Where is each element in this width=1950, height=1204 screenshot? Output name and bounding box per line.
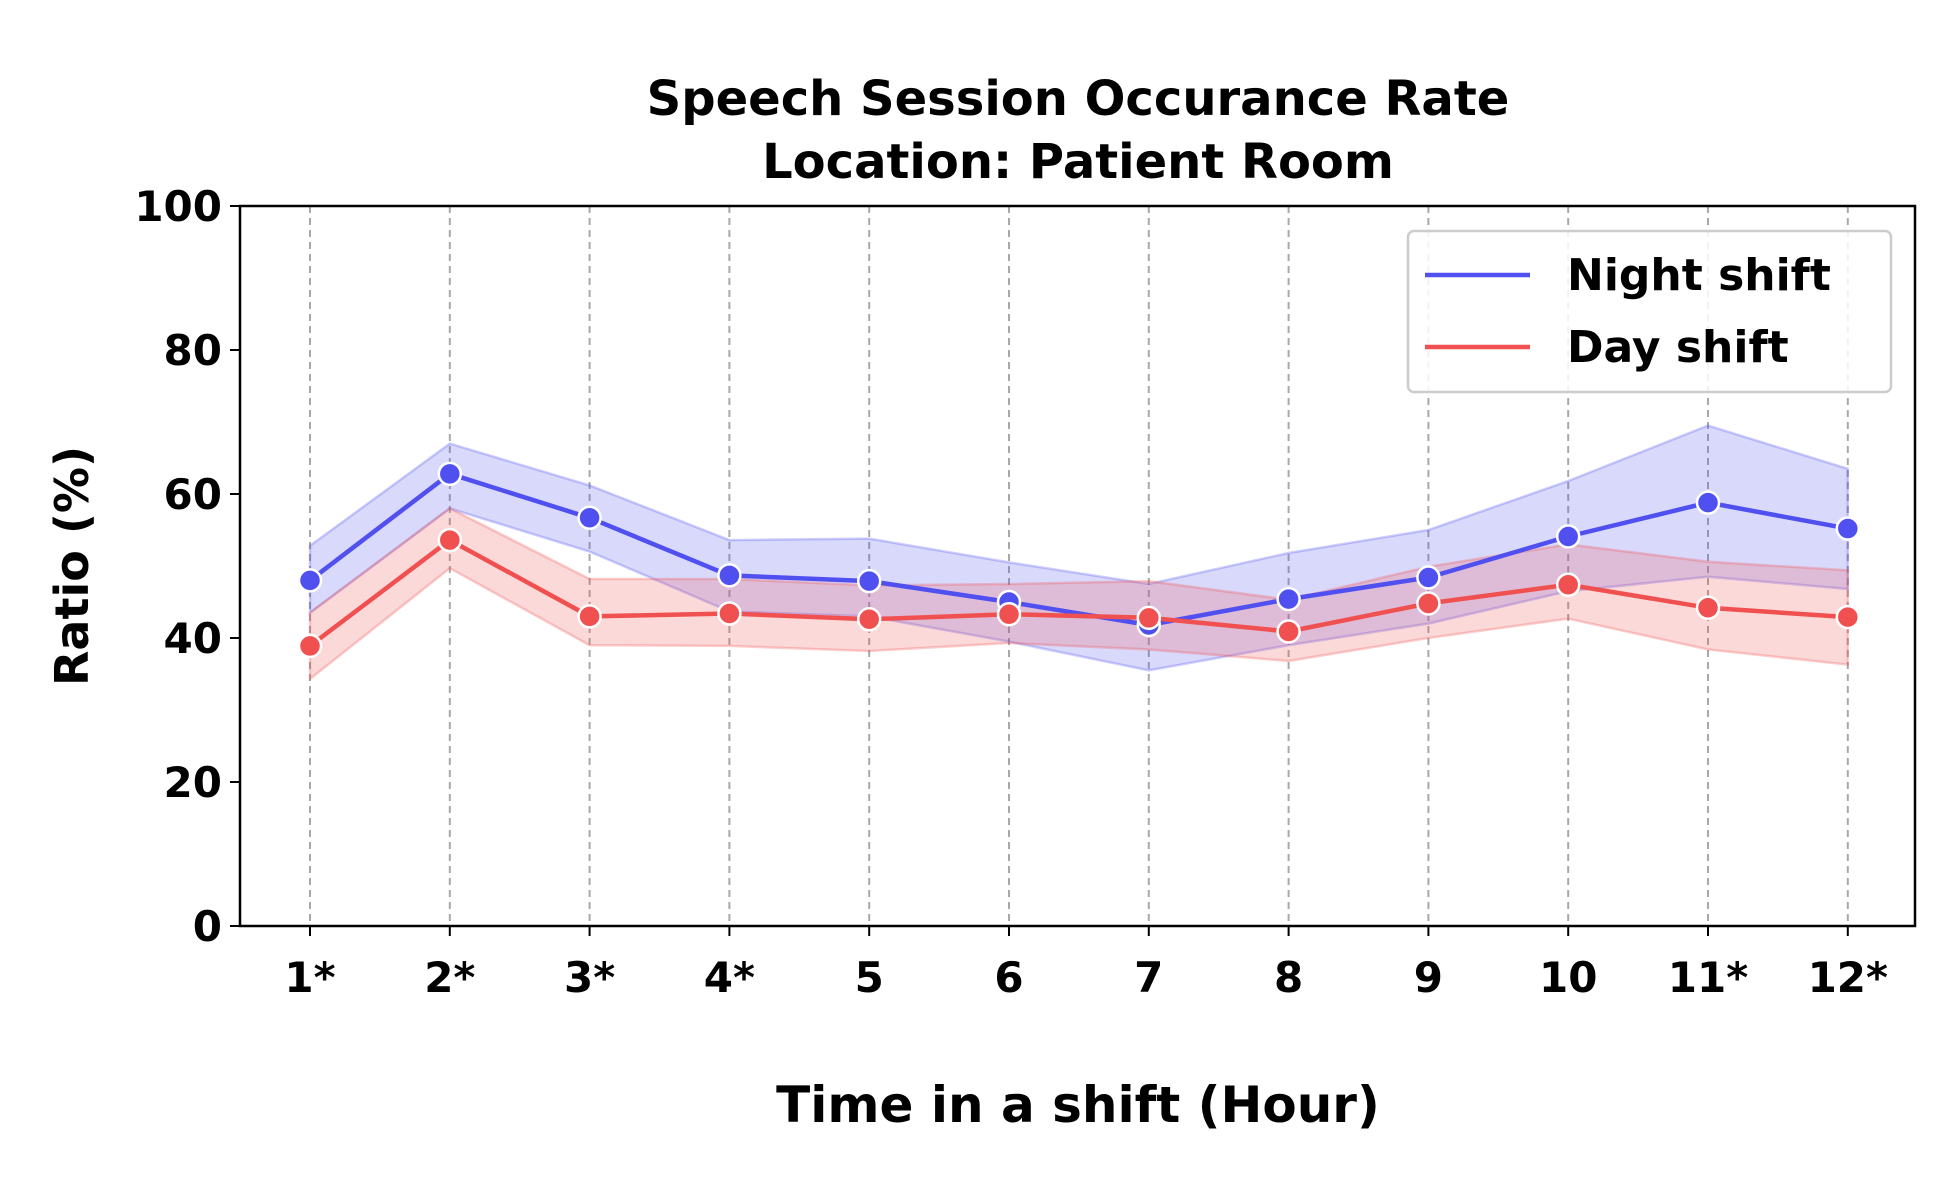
y-tick-label: 40 [164,614,222,663]
y-tick-label: 60 [164,470,222,519]
day-shift-point [998,603,1020,625]
x-tick-label: 7 [1134,953,1163,1002]
night-shift-point [1417,567,1439,589]
night-shift-point [439,463,461,485]
x-tick-label: 8 [1274,953,1303,1002]
x-tick-label: 12* [1808,953,1888,1002]
y-tick-label: 80 [164,326,222,375]
night-shift-point [1837,518,1859,540]
day-shift-point [1417,592,1439,614]
legend-label-night-shift: Night shift [1567,250,1831,301]
x-tick-label: 6 [994,953,1023,1002]
x-tick-label: 3* [564,953,615,1002]
x-axis-label: Time in a shift (Hour) [776,1076,1380,1134]
day-shift-point [439,529,461,551]
day-shift-point [1697,597,1719,619]
legend: Night shift Day shift [1408,231,1891,392]
day-shift-point [299,635,321,657]
x-tick-label: 1* [284,953,335,1002]
day-shift-point [579,605,601,627]
confidence-bands [310,426,1848,679]
night-shift-point [858,570,880,592]
night-shift-point [1557,525,1579,547]
day-shift-point [718,603,740,625]
night-shift-point [1278,588,1300,610]
y-tick-label: 0 [193,902,222,951]
x-tick-label: 10 [1539,953,1597,1002]
x-tick-label: 5 [855,953,884,1002]
x-tick-label: 4* [704,953,755,1002]
day-shift-point [1557,574,1579,596]
x-tick-label: 2* [424,953,475,1002]
night-shift-point [1697,492,1719,514]
chart-title-line-2: Location: Patient Room [762,134,1394,190]
y-axis-label: Ratio (%) [45,446,99,686]
night-shift-point [718,564,740,586]
chart-title: Speech Session Occurance Rate Location: … [647,71,1510,190]
day-shift-point [1278,621,1300,643]
day-shift-point [1138,607,1160,629]
night-shift-point [299,569,321,591]
y-tick-label: 20 [164,758,222,807]
x-tick-label: 11* [1668,953,1748,1002]
legend-label-day-shift: Day shift [1567,322,1789,373]
night-shift-point [579,507,601,529]
y-tick-label: 100 [134,182,222,231]
day-shift-point [1837,606,1859,628]
chart-title-line-1: Speech Session Occurance Rate [647,71,1510,127]
x-tick-label: 9 [1414,953,1443,1002]
day-shift-point [858,608,880,630]
